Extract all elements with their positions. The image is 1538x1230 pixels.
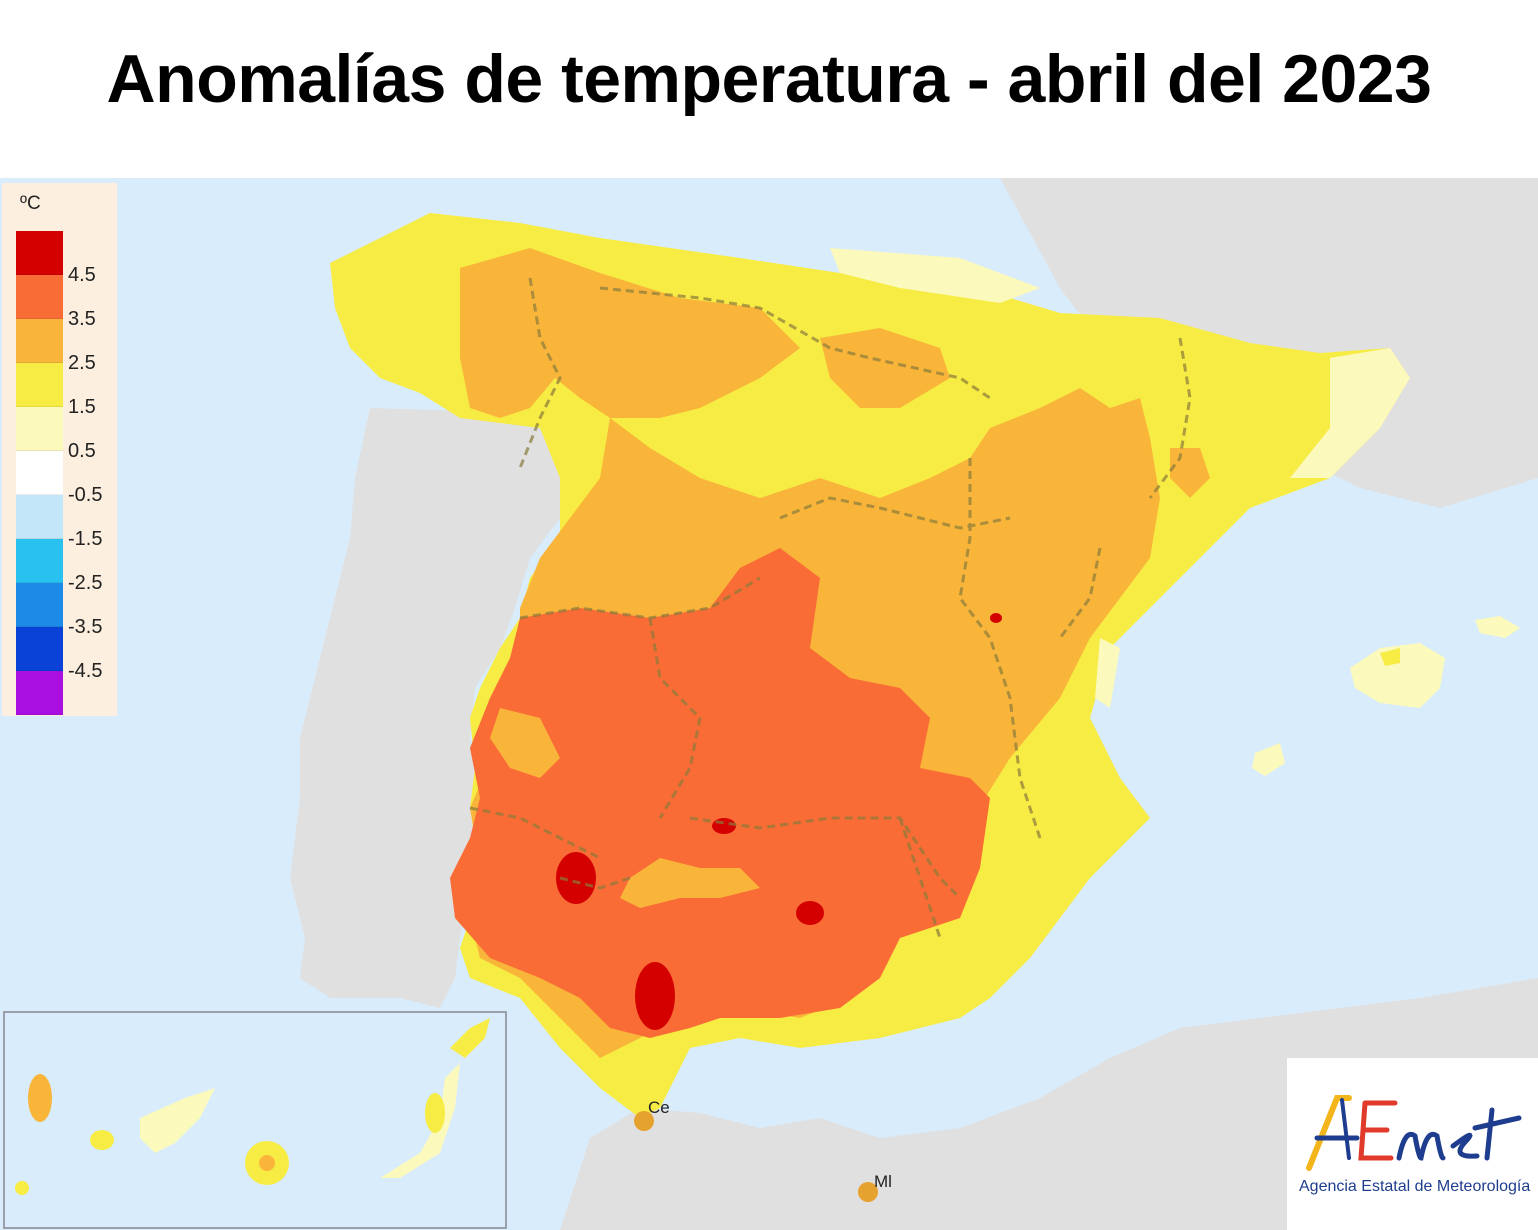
aemet-logo: Agencia Estatal de Meteorología	[1287, 1058, 1538, 1230]
menorca	[1475, 616, 1520, 638]
legend-swatch	[16, 319, 63, 363]
region-borders	[469, 277, 1192, 939]
zone-red-orange	[450, 548, 990, 1038]
legend-label: -4.5	[68, 660, 103, 682]
france-land	[1000, 178, 1538, 508]
canary-inset-border	[3, 1011, 507, 1229]
hotspot-5	[990, 613, 1002, 623]
legend-label: -3.5	[68, 616, 103, 638]
legend-label: 4.5	[68, 264, 96, 286]
anomaly-map	[0, 178, 1538, 1230]
legend-swatch	[16, 583, 63, 627]
zone-pale-east	[1095, 638, 1120, 708]
legend-swatch	[16, 231, 63, 275]
zone-orange-inner	[620, 858, 760, 908]
legend-swatch	[16, 671, 63, 715]
canary-islands	[15, 1018, 490, 1195]
ibiza	[1252, 743, 1285, 776]
portugal-land	[290, 408, 580, 1008]
legend-label: 3.5	[68, 308, 96, 330]
melilla-label: Ml	[874, 1172, 892, 1191]
legend-label: 0.5	[68, 440, 96, 462]
melilla-marker	[858, 1182, 878, 1202]
legend-label: 1.5	[68, 396, 96, 418]
legend-label: -0.5	[68, 484, 103, 506]
zone-pale-ne	[1290, 348, 1410, 478]
zone-orange-2	[1170, 448, 1210, 498]
color-legend: ºC 4.5 3.5 2.5 1.5 0.5 -0.5 -1.5 -2.5 -3.5 -4.5	[2, 183, 117, 716]
legend-swatch	[16, 539, 63, 583]
legend-unit: ºC	[20, 193, 41, 214]
legend-swatch	[16, 363, 63, 407]
ceuta-label: Ce	[648, 1098, 670, 1117]
legend-swatch	[16, 451, 63, 495]
legend-swatch	[16, 627, 63, 671]
hotspot-2	[635, 962, 675, 1030]
legend-swatch	[16, 407, 63, 451]
ceuta-marker	[634, 1111, 654, 1131]
hotspot-3	[796, 901, 824, 925]
legend-label: 2.5	[68, 352, 96, 374]
legend-swatch	[16, 275, 63, 319]
map-title: Anomalías de temperatura - abril del 202…	[106, 41, 1432, 117]
legend-label: -2.5	[68, 572, 103, 594]
legend-label: -1.5	[68, 528, 103, 550]
zone-orange-inner-2	[490, 708, 560, 778]
hotspot-4	[712, 818, 736, 834]
aemet-logo-mark	[1306, 1095, 1522, 1171]
mallorca-inner	[1380, 648, 1400, 666]
zone-pale-north	[830, 248, 1040, 303]
legend-swatch	[16, 495, 63, 539]
legend-swatches	[16, 231, 63, 715]
aemet-subtitle: Agencia Estatal de Meteorología	[1299, 1178, 1531, 1195]
hotspot-1	[556, 852, 596, 904]
mallorca	[1350, 643, 1445, 708]
